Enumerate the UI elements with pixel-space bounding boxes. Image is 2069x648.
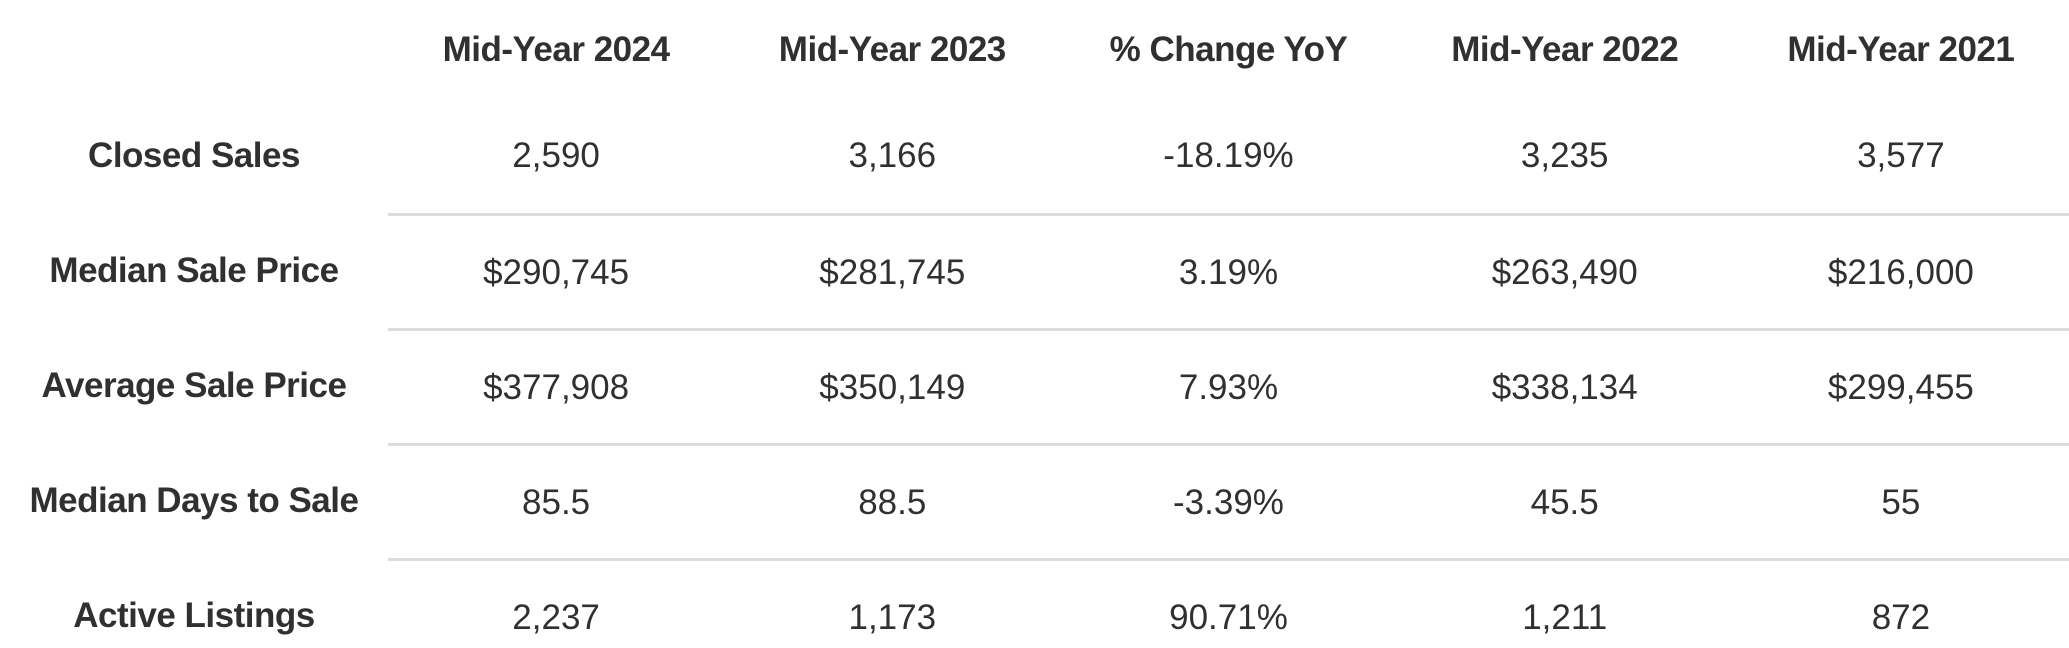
table-cell: 88.5: [724, 443, 1061, 558]
table-cell: $350,149: [724, 328, 1061, 443]
table-cell: $377,908: [388, 328, 725, 443]
table-cell: $338,134: [1396, 328, 1733, 443]
table-cell: 2,590: [512, 136, 600, 175]
row-label-closed-sales: Closed Sales: [88, 136, 300, 175]
table-cell: -3.39%: [1060, 443, 1397, 558]
table-cell: 872: [1732, 558, 2069, 648]
table-cell: 7.93%: [1060, 328, 1397, 443]
column-header-mid-year-2022: Mid-Year 2022: [1451, 29, 1679, 69]
table-cell: 1,173: [724, 558, 1061, 648]
table-cell: 2,237: [388, 558, 725, 648]
table-cell: 1,211: [1396, 558, 1733, 648]
table-cell: $263,490: [1396, 213, 1733, 328]
row-label-active-listings: Active Listings: [73, 596, 315, 635]
corner-cell: [0, 0, 388, 98]
column-header-mid-year-2021: Mid-Year 2021: [1787, 29, 2015, 69]
table-cell: $216,000: [1732, 213, 2069, 328]
column-header-mid-year-2024: Mid-Year 2024: [442, 29, 670, 69]
table-cell: 3.19%: [1060, 213, 1397, 328]
table-cell: $290,745: [388, 213, 725, 328]
column-header-pct-change-yoy: % Change YoY: [1109, 29, 1348, 69]
table-cell: 85.5: [388, 443, 725, 558]
table-cell: 3,235: [1520, 136, 1609, 175]
table-cell: -18.19%: [1163, 136, 1294, 175]
table-cell: 45.5: [1396, 443, 1733, 558]
table-cell: 3,577: [1857, 136, 1945, 175]
row-label-median-sale-price: Median Sale Price: [49, 251, 339, 290]
table-cell: $299,455: [1732, 328, 2069, 443]
table-cell: 90.71%: [1060, 558, 1397, 648]
table-cell: $281,745: [724, 213, 1061, 328]
row-label-average-sale-price: Average Sale Price: [41, 366, 347, 405]
table-cell: 55: [1732, 443, 2069, 558]
table-cell: 3,166: [848, 136, 937, 175]
column-header-mid-year-2023: Mid-Year 2023: [778, 29, 1006, 69]
row-label-median-days-to-sale: Median Days to Sale: [29, 481, 359, 520]
